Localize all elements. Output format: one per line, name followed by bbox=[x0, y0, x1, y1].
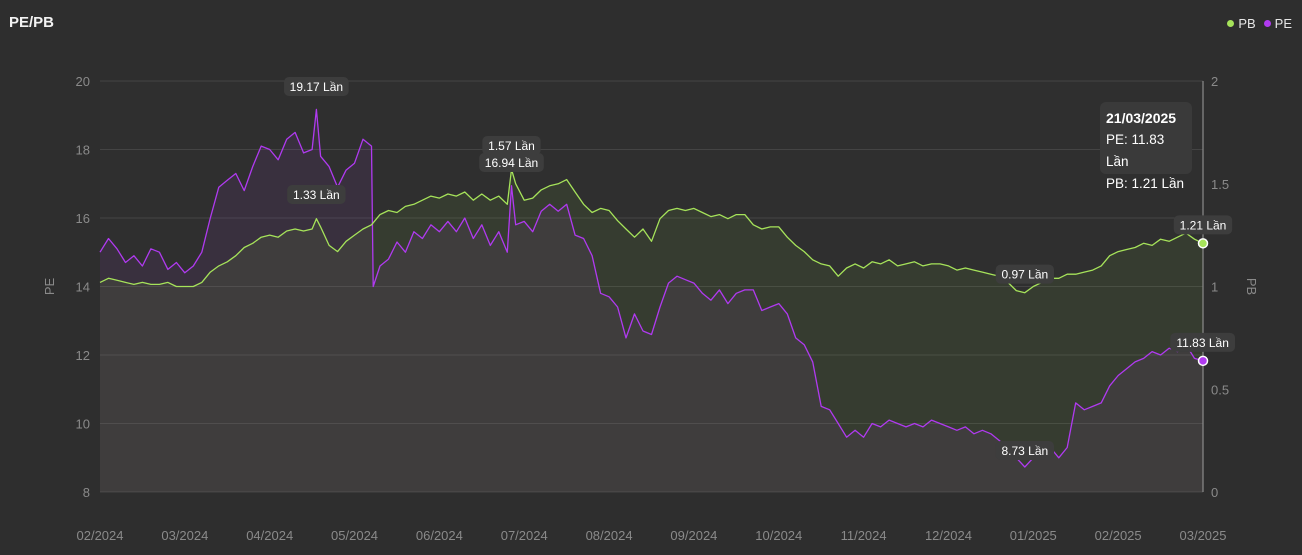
data-label-bg-pe-1 bbox=[479, 153, 544, 172]
data-label-pe-1: 16.94 Lần bbox=[485, 156, 538, 170]
x-tick-0: 02/2024 bbox=[77, 528, 124, 543]
x-tick-4: 06/2024 bbox=[416, 528, 463, 543]
end-marker-pb[interactable] bbox=[1197, 238, 1209, 249]
grid bbox=[100, 80, 1203, 493]
legend-dot-pe bbox=[1263, 20, 1271, 27]
data-label-bg-pb-2 bbox=[995, 264, 1055, 284]
tooltip-date: 21/03/2025 bbox=[1106, 110, 1177, 126]
chart-title: PE/PB bbox=[9, 14, 55, 31]
data-label-pe-3: 11.83 Lần bbox=[1176, 336, 1229, 350]
data-label-bg-pb-0 bbox=[287, 185, 346, 204]
data-label-bg-pe-2 bbox=[995, 440, 1055, 460]
legend-label-pe: PE bbox=[1274, 16, 1292, 31]
y-right-axis-title: PB bbox=[1244, 278, 1259, 295]
series-area-pb bbox=[100, 169, 1203, 492]
tooltip-pe: PE: 11.83 Lần bbox=[1106, 132, 1165, 169]
y-right-tick-0: 0 bbox=[1211, 485, 1218, 500]
x-tick-7: 09/2024 bbox=[670, 528, 717, 543]
x-tick-3: 05/2024 bbox=[331, 528, 378, 543]
legend-item-pb[interactable]: PB bbox=[1227, 16, 1256, 31]
data-label-pb-1: 1.57 Lần bbox=[488, 139, 535, 153]
data-label-pb-2: 0.97 Lần bbox=[1001, 268, 1048, 282]
series-line-pb[interactable] bbox=[99, 168, 1204, 294]
data-label-pb-3: 1.21 Lần bbox=[1180, 218, 1227, 232]
x-tick-10: 12/2024 bbox=[925, 528, 972, 543]
data-label-pe-2: 8.73 Lần bbox=[1001, 444, 1048, 458]
data-label-bg-pe-3 bbox=[1170, 332, 1235, 352]
y-right-tick-2: 1 bbox=[1211, 280, 1218, 295]
x-tick-5: 07/2024 bbox=[501, 528, 548, 543]
axes: 8 10 12 14 16 18 20 0 0.5 1 1.5 2 02/2024 03/2024 04/2… bbox=[42, 74, 1259, 543]
x-tick-12: 02/2025 bbox=[1095, 528, 1142, 543]
data-labels: 19.17 Lần 16.94 Lần 8.73 Lần 11.83 Lần 1.33 … bbox=[284, 77, 1235, 460]
x-tick-1: 03/2024 bbox=[161, 528, 208, 543]
data-label-bg-pb-1 bbox=[482, 136, 541, 155]
legend-item-pe[interactable]: PE bbox=[1263, 16, 1292, 31]
x-tick-13: 03/2025 bbox=[1180, 528, 1227, 543]
hover-tooltip: 21/03/2025 PE: 11.83 Lần PB: 1.21 Lần bbox=[1100, 102, 1192, 191]
end-marker-pe[interactable] bbox=[1197, 355, 1209, 367]
data-label-pb-0: 1.33 Lần bbox=[293, 188, 340, 202]
x-tick-8: 10/2024 bbox=[755, 528, 802, 543]
x-tick-11: 01/2025 bbox=[1010, 528, 1057, 543]
y-left-tick-8: 8 bbox=[83, 485, 90, 500]
y-left-tick-18: 18 bbox=[76, 143, 90, 158]
area-fills bbox=[100, 109, 1203, 493]
data-label-bg-pe-0 bbox=[284, 77, 349, 96]
y-right-tick-4: 2 bbox=[1211, 74, 1218, 89]
y-right-tick-3: 1.5 bbox=[1211, 177, 1229, 192]
y-right-tick-1: 0.5 bbox=[1211, 382, 1229, 397]
y-left-tick-14: 14 bbox=[76, 280, 90, 295]
data-label-pe-0: 19.17 Lần bbox=[290, 80, 343, 94]
y-left-tick-10: 10 bbox=[76, 417, 90, 432]
series-area-pe bbox=[100, 109, 1203, 493]
x-tick-2: 04/2024 bbox=[246, 528, 293, 543]
x-tick-9: 11/2024 bbox=[841, 528, 887, 543]
legend-dot-pb bbox=[1227, 20, 1235, 27]
legend-label-pb: PB bbox=[1238, 16, 1256, 31]
legend: PB PE bbox=[1227, 16, 1292, 31]
tooltip-pb: PB: 1.21 Lần bbox=[1106, 176, 1185, 191]
y-left-tick-12: 12 bbox=[76, 348, 90, 363]
y-left-axis-title: PE bbox=[42, 278, 57, 296]
data-label-bg-pb-3 bbox=[1173, 215, 1233, 235]
y-left-tick-16: 16 bbox=[76, 211, 90, 226]
y-left-tick-20: 20 bbox=[76, 74, 90, 89]
x-tick-6: 08/2024 bbox=[586, 528, 633, 543]
